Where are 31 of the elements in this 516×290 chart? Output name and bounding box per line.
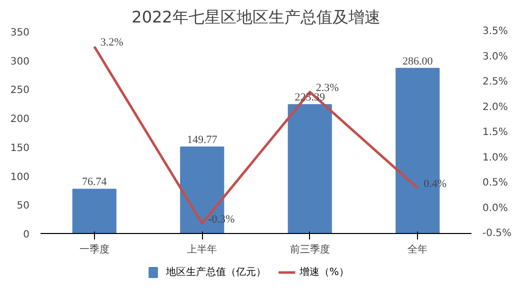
y-tick-label: 100 <box>10 172 30 183</box>
bar <box>72 188 116 234</box>
x-tick-label: 前三季度 <box>290 244 330 256</box>
y2-tick-label: -0.5% <box>482 228 512 239</box>
legend-label: 增速（%） <box>298 266 349 278</box>
x-tick-label: 上半年 <box>187 244 218 256</box>
y-tick-label: 0 <box>23 230 30 240</box>
data-label: 76.74 <box>82 176 108 188</box>
data-label: 2.3% <box>316 82 339 94</box>
x-tick-label: 全年 <box>408 244 428 256</box>
legend-label: 地区生产总值（亿元） <box>164 266 266 278</box>
y-tick-label: 150 <box>10 142 30 154</box>
y2-tick-label: 0.0% <box>482 202 508 214</box>
y-tick-label: 200 <box>10 114 30 126</box>
x-tick-label: 一季度 <box>79 244 110 256</box>
y-tick-label: 350 <box>10 28 30 38</box>
y-tick-label: 250 <box>10 85 30 96</box>
y2-tick-label: 3.5% <box>482 26 508 37</box>
y2-tick-label: 0.5% <box>482 178 508 188</box>
y2-tick-label: 3.0% <box>482 51 508 62</box>
data-label: 149.77 <box>187 134 218 146</box>
y2-tick-label: 2.5% <box>482 76 508 88</box>
y2-tick-label: 2.0% <box>482 102 508 113</box>
data-label: 3.2% <box>100 36 124 49</box>
y2-tick-label: 1.0% <box>482 152 508 164</box>
bar <box>288 104 332 234</box>
y2-tick-label: 1.5% <box>482 127 508 138</box>
y-tick-label: 50 <box>16 200 30 212</box>
data-label: 286.00 <box>402 55 434 68</box>
chart-title: 2022年七星区地区生产总值及增速 <box>132 8 380 26</box>
y-tick-label: 300 <box>10 56 30 68</box>
